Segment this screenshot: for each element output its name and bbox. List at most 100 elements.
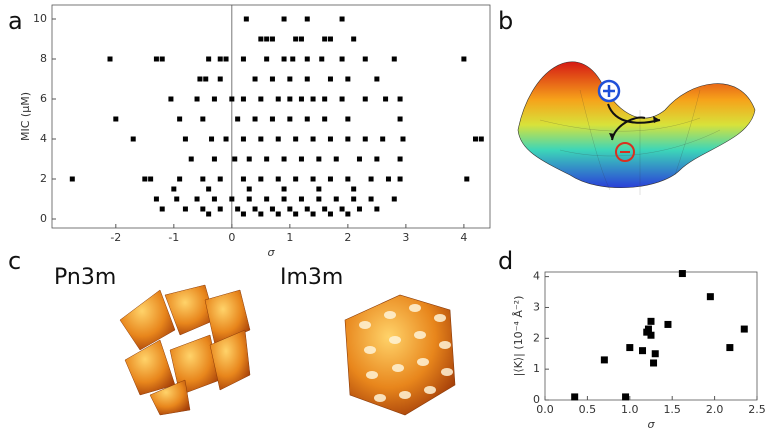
point (287, 206, 293, 212)
point (269, 116, 275, 122)
x-tick-label: 2.5 (748, 403, 766, 416)
y-tick-label: 0 (40, 212, 47, 225)
point (397, 116, 403, 122)
point (374, 76, 380, 82)
point (200, 116, 206, 122)
point (281, 56, 287, 62)
point (252, 76, 258, 82)
point (339, 56, 345, 62)
x-axis-label: σ (648, 418, 656, 431)
point (275, 176, 281, 182)
y-tick-label: 6 (40, 92, 47, 105)
point (345, 211, 351, 217)
panel-label: d (498, 247, 513, 275)
point (269, 206, 275, 212)
x-tick-label: 0.5 (579, 403, 597, 416)
point (740, 325, 748, 333)
point (246, 156, 252, 162)
point (269, 76, 275, 82)
point (600, 356, 608, 364)
point (351, 196, 357, 202)
pn3m-structure (119, 284, 251, 416)
point (368, 196, 374, 202)
point (362, 56, 368, 62)
point (385, 176, 391, 182)
point (269, 36, 275, 42)
point (159, 56, 165, 62)
point (153, 196, 159, 202)
point (298, 156, 304, 162)
point (678, 270, 686, 278)
point (281, 156, 287, 162)
x-tick-label: 0 (228, 231, 235, 244)
point (171, 186, 177, 192)
point (264, 196, 270, 202)
point (571, 393, 579, 401)
point (322, 116, 328, 122)
x-tick-label: 2.0 (706, 403, 724, 416)
point (275, 211, 281, 217)
point (264, 36, 270, 42)
point (287, 76, 293, 82)
point (327, 36, 333, 42)
point (706, 293, 714, 301)
point (351, 36, 357, 42)
x-tick-label: 0.0 (536, 403, 554, 416)
y-tick-label: 2 (40, 172, 47, 185)
point (293, 211, 299, 217)
y-tick-label: 10 (33, 12, 47, 25)
point (356, 206, 362, 212)
y-tick-label: 3 (533, 300, 540, 313)
point (345, 136, 351, 142)
point (400, 136, 406, 142)
point (174, 196, 180, 202)
point (362, 136, 368, 142)
point (232, 156, 238, 162)
point (345, 76, 351, 82)
point (298, 96, 304, 102)
point (356, 156, 362, 162)
point (368, 176, 374, 182)
panel-label: b (498, 7, 513, 35)
point (188, 156, 194, 162)
point (304, 16, 310, 22)
point (351, 186, 357, 192)
point (240, 211, 246, 217)
point (281, 186, 287, 192)
point (113, 116, 119, 122)
point (211, 196, 217, 202)
point (651, 350, 659, 358)
point (177, 116, 183, 122)
point (281, 196, 287, 202)
point (287, 116, 293, 122)
point (310, 211, 316, 217)
point (290, 56, 296, 62)
point (217, 76, 223, 82)
point (246, 196, 252, 202)
point (194, 96, 200, 102)
point (472, 136, 478, 142)
y-axis-label: MIC (μM) (19, 92, 32, 141)
y-axis-label: |⟨K⟩| (10⁻⁴ Å⁻²) (512, 296, 525, 377)
point (142, 176, 148, 182)
point (298, 196, 304, 202)
point (168, 96, 174, 102)
x-tick-label: 4 (460, 231, 467, 244)
point (310, 96, 316, 102)
y-tick-label: 2 (533, 331, 540, 344)
structure-label: Im3m (280, 265, 343, 290)
point (264, 56, 270, 62)
point (211, 156, 217, 162)
point (69, 176, 75, 182)
plot-frame (544, 271, 758, 401)
point (304, 56, 310, 62)
x-tick-label: -2 (110, 231, 121, 244)
point (211, 96, 217, 102)
point (235, 116, 241, 122)
point (333, 196, 339, 202)
point (647, 317, 655, 325)
point (258, 176, 264, 182)
point (203, 76, 209, 82)
point (345, 116, 351, 122)
point (622, 393, 630, 401)
